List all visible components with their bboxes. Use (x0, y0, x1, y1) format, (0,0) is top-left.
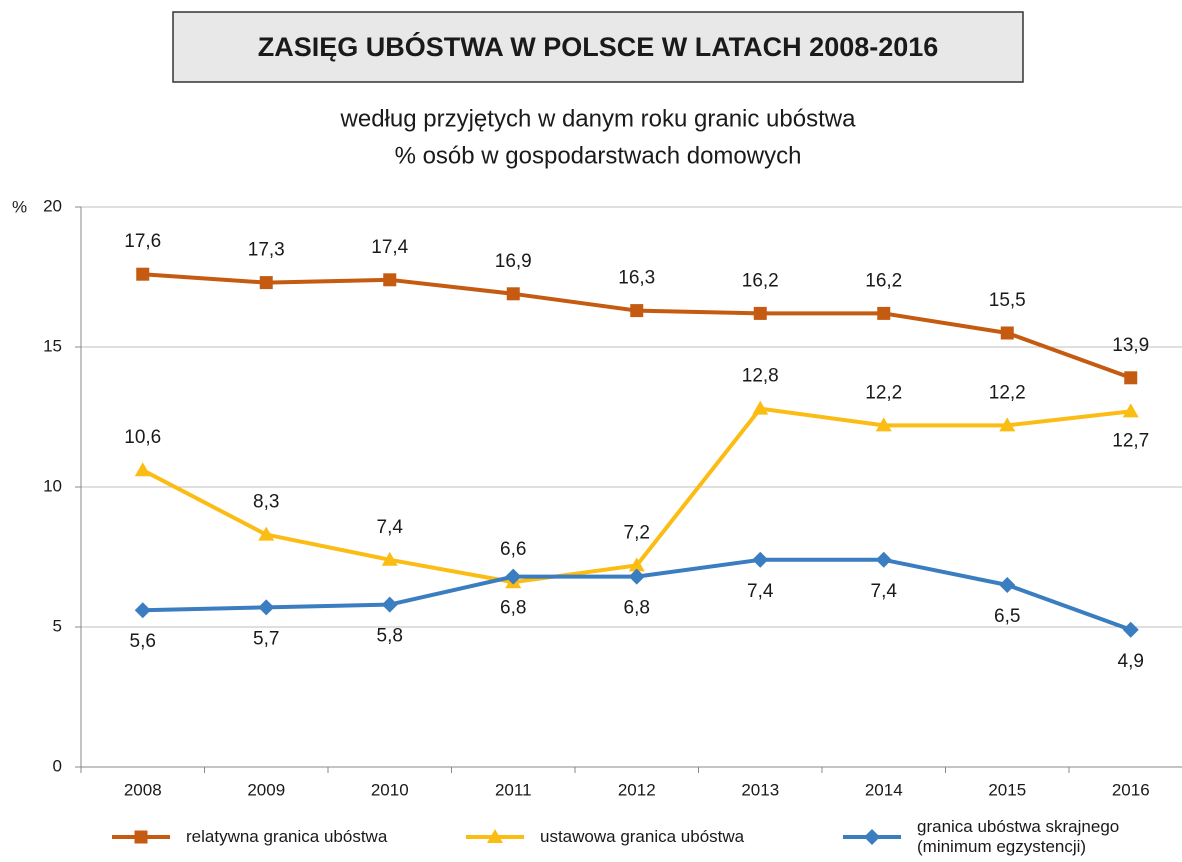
data-point (628, 568, 645, 585)
data-label: 10,6 (124, 427, 161, 448)
legend-label: granica ubóstwa skrajnego (minimum egzys… (917, 817, 1120, 856)
data-label: 13,9 (1112, 335, 1149, 356)
data-point (505, 568, 522, 585)
data-point (1124, 371, 1138, 385)
legend-swatch (112, 830, 170, 844)
legend-label: ustawowa granica ubóstwa (540, 827, 745, 846)
data-point (136, 267, 150, 281)
legend-marker (134, 830, 148, 844)
y-tick-label: 10 (43, 476, 62, 495)
data-point (753, 306, 767, 320)
data-label: 17,3 (248, 240, 285, 261)
data-label: 7,4 (377, 517, 404, 538)
data-point (875, 417, 892, 432)
data-label: 5,6 (130, 631, 156, 652)
x-tick-label: 2013 (741, 780, 779, 799)
series-line (142, 272, 1132, 380)
data-label: 6,6 (500, 539, 526, 560)
legend-label: relatywna granica ubóstwa (186, 827, 388, 846)
x-tick-label: 2014 (865, 780, 903, 799)
data-label: 5,7 (253, 628, 279, 649)
y-tick-label: 5 (53, 616, 62, 635)
legend-item: relatywna granica ubóstwa (112, 812, 387, 862)
data-point (628, 557, 645, 572)
data-point (630, 304, 644, 318)
data-label: 12,7 (1112, 430, 1149, 451)
data-label: 7,4 (871, 581, 898, 602)
data-label: 12,8 (742, 366, 779, 387)
x-tick-label: 2011 (495, 780, 532, 799)
title-box (172, 11, 1024, 83)
data-point (875, 551, 892, 568)
x-tick-label: 2009 (247, 780, 285, 799)
data-point (506, 287, 520, 301)
data-label: 16,2 (865, 270, 902, 291)
subtitle: % osób w gospodarstwach domowych (395, 142, 802, 169)
x-tick-label: 2008 (124, 780, 162, 799)
y-tick-label: 20 (43, 196, 62, 215)
legend-marker (864, 829, 880, 845)
data-point (752, 551, 769, 568)
data-point (383, 273, 397, 287)
legend-item: ustawowa granica ubóstwa (466, 812, 744, 862)
data-label: 16,3 (618, 268, 655, 289)
x-tick-label: 2015 (988, 780, 1026, 799)
data-point (381, 596, 398, 613)
data-point (877, 306, 891, 320)
data-point (1122, 621, 1139, 638)
x-tick-label: 2010 (371, 780, 409, 799)
data-point (134, 602, 151, 619)
data-label: 6,8 (624, 598, 650, 619)
legend-marker (487, 829, 503, 843)
data-point (1122, 403, 1139, 418)
data-point (258, 599, 275, 616)
data-label: 8,3 (253, 492, 279, 513)
data-label: 17,4 (371, 237, 408, 258)
chart-title: ZASIĘG UBÓSTWA W POLSCE W LATACH 2008-20… (258, 31, 939, 62)
data-point (752, 400, 769, 415)
data-point (258, 526, 275, 541)
data-label: 7,4 (747, 581, 774, 602)
data-point (259, 276, 273, 290)
y-tick-label: 0 (53, 756, 62, 775)
subtitle: według przyjętych w danym roku granic ub… (340, 105, 857, 132)
data-label: 7,2 (624, 522, 650, 543)
data-point (381, 551, 398, 566)
data-label: 16,2 (742, 270, 779, 291)
data-point (999, 577, 1016, 593)
x-tick-label: 2012 (618, 780, 656, 799)
data-label: 17,6 (124, 231, 161, 252)
series-line (141, 406, 1131, 585)
chart: ZASIĘG UBÓSTWA W POLSCE W LATACH 2008-20… (12, 11, 1182, 799)
data-label: 4,9 (1118, 651, 1144, 672)
data-label: 6,8 (500, 598, 526, 619)
x-tick-label: 2016 (1112, 780, 1150, 799)
data-point (1000, 326, 1014, 340)
data-label: 12,2 (989, 382, 1026, 403)
legend-item: granica ubóstwa skrajnego (minimum egzys… (843, 812, 1147, 862)
data-label: 16,9 (495, 251, 532, 272)
data-label: 5,8 (377, 626, 403, 647)
y-axis-label: % (12, 197, 27, 216)
legend: relatywna granica ubóstwa ustawowa granic… (0, 812, 1182, 862)
data-label: 15,5 (989, 290, 1026, 311)
legend-swatch (466, 829, 524, 843)
y-tick-label: 15 (43, 336, 62, 355)
data-label: 12,2 (865, 382, 902, 403)
data-label: 6,5 (994, 606, 1020, 627)
legend-swatch (843, 829, 901, 845)
data-point (134, 462, 151, 477)
data-point (999, 417, 1016, 432)
